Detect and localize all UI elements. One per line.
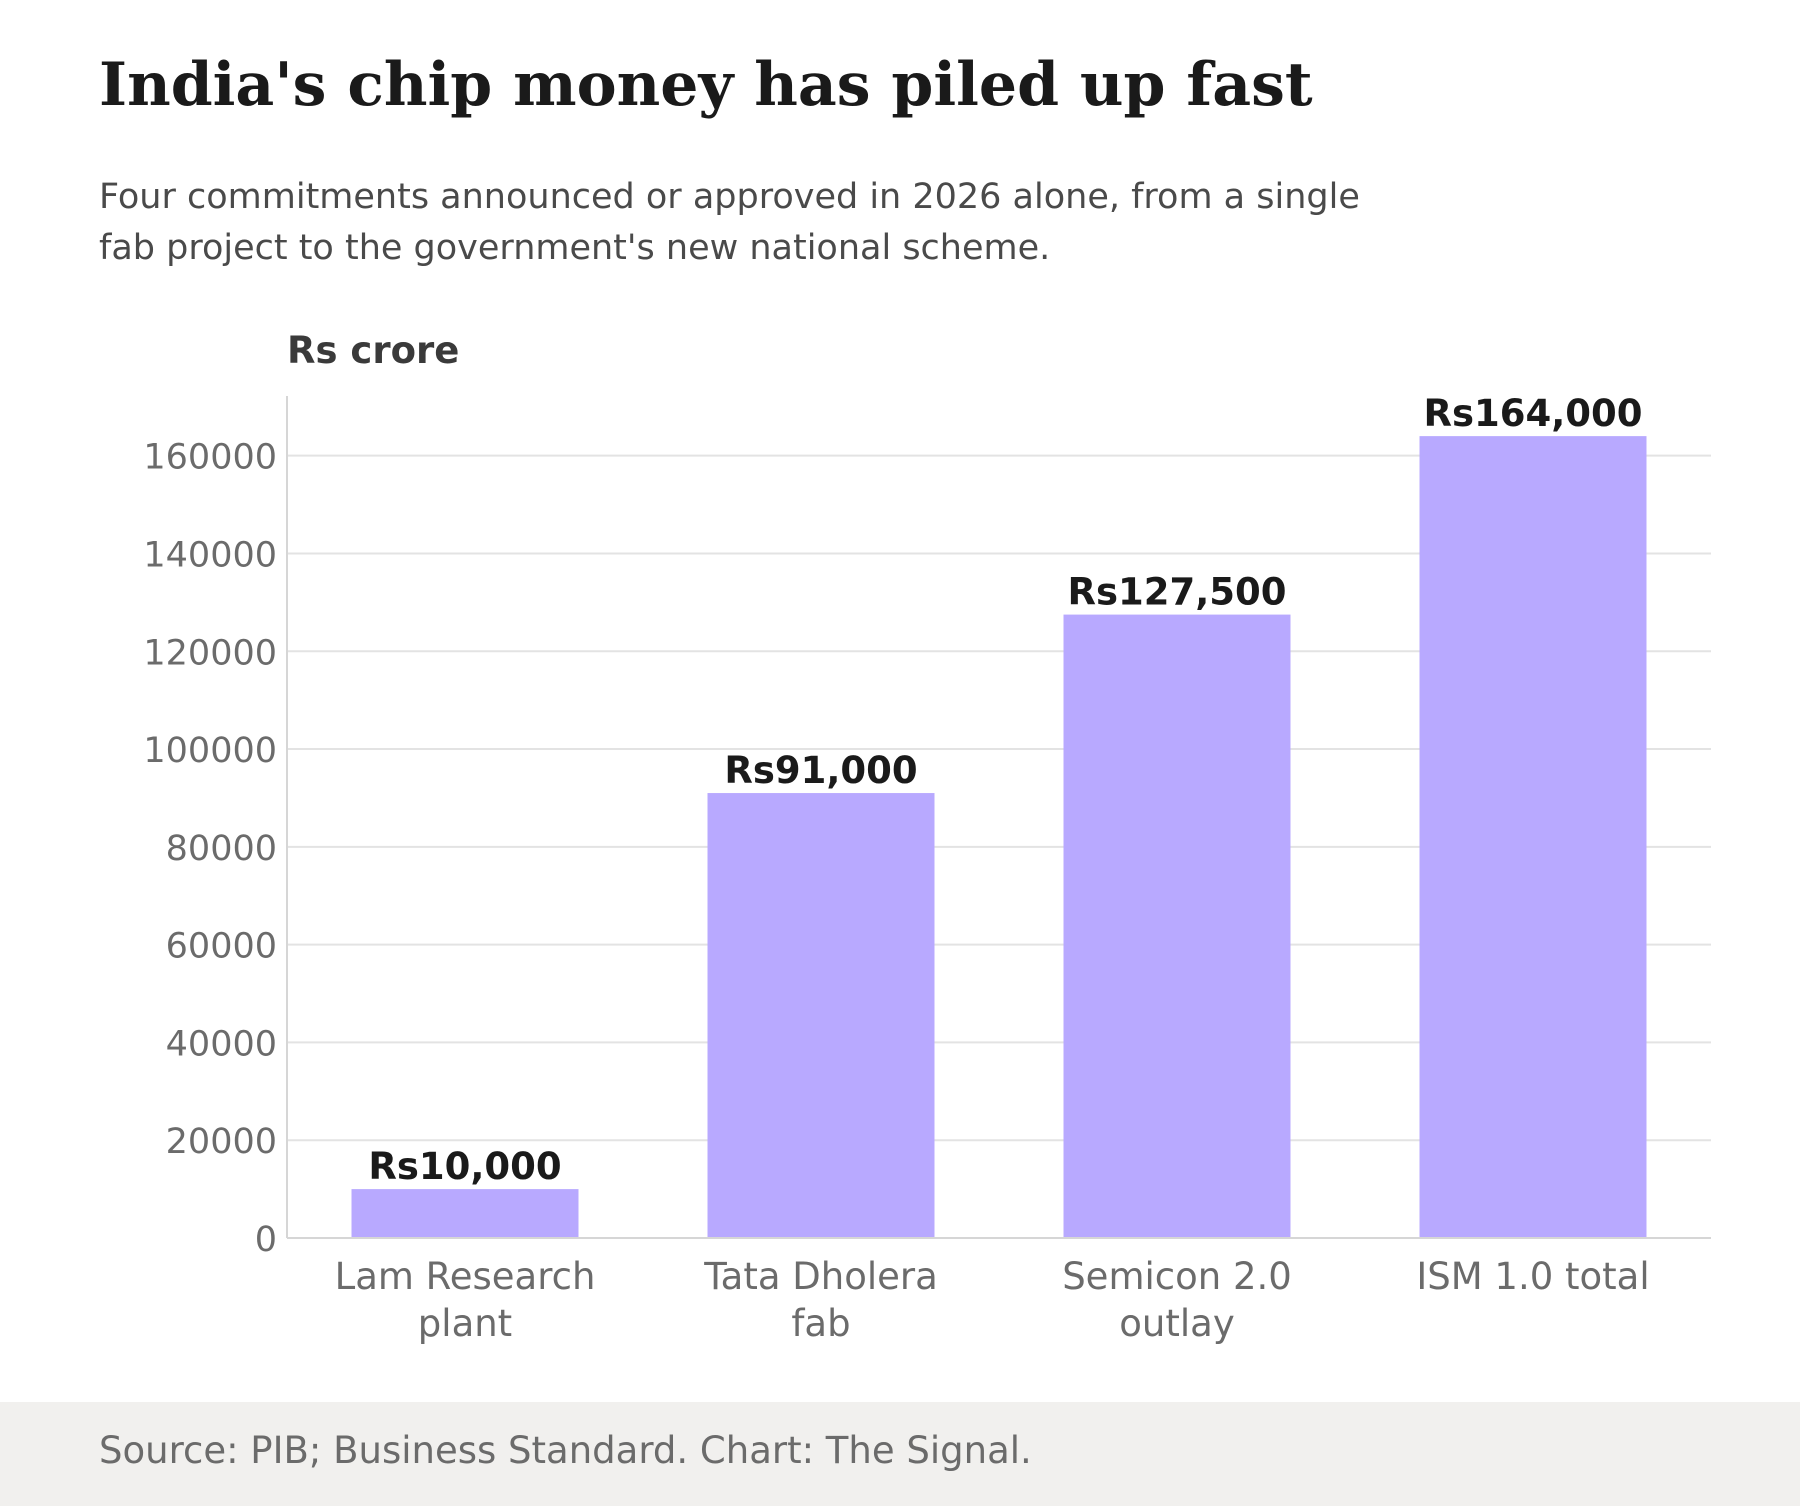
x-tick-label: outlay [1119,1302,1234,1345]
y-tick-label: 80000 [166,829,277,869]
y-tick-label: 40000 [166,1024,277,1064]
bar [1063,614,1291,1238]
y-tick-label: 60000 [166,927,277,967]
x-tick-label: ISM 1.0 total [1416,1255,1649,1298]
footer-band [0,1402,1800,1506]
bar [351,1189,579,1238]
value-label: Rs127,500 [1067,571,1286,614]
bar [707,793,935,1238]
y-tick-label: 160000 [143,438,277,478]
y-tick-label: 120000 [143,633,277,673]
subtitle-line: Four commitments announced or approved i… [99,177,1360,217]
value-label: Rs10,000 [368,1145,561,1188]
x-tick-label: Semicon 2.0 [1062,1255,1292,1298]
bar [1419,436,1647,1238]
subtitle-line: fab project to the government's new nati… [99,228,1051,268]
axes [286,396,1711,1239]
value-label: Rs164,000 [1423,392,1642,435]
y-tick-label: 100000 [143,731,277,771]
x-tick-label: fab [791,1302,850,1345]
value-label: Rs91,000 [724,749,917,792]
y-tick-label: 20000 [166,1122,277,1162]
y-unit-label: Rs crore [287,329,459,372]
x-tick-label: Lam Research [335,1255,596,1298]
bars [351,436,1647,1238]
y-tick-label: 0 [255,1220,277,1260]
chart-subtitle: Four commitments announced or approved i… [99,172,1479,274]
y-tick-labels: 0 20000 40000 60000 80000 100000 120000 140000 1… [143,438,277,1260]
x-tick-label: plant [418,1302,512,1345]
x-tick-label: Tata Dholera [703,1255,938,1298]
y-tick-label: 140000 [143,535,277,575]
source-note: Source: PIB; Business Standard. Chart: T… [99,1429,1032,1472]
chart-title: India's chip money has piled up fast [99,50,1313,120]
value-labels: Rs10,000 Rs91,000 Rs127,500 Rs164,000 [368,392,1642,1188]
bar-chart: Rs crore 0 20000 40000 60000 80000 100000 1200… [143,329,1711,1345]
